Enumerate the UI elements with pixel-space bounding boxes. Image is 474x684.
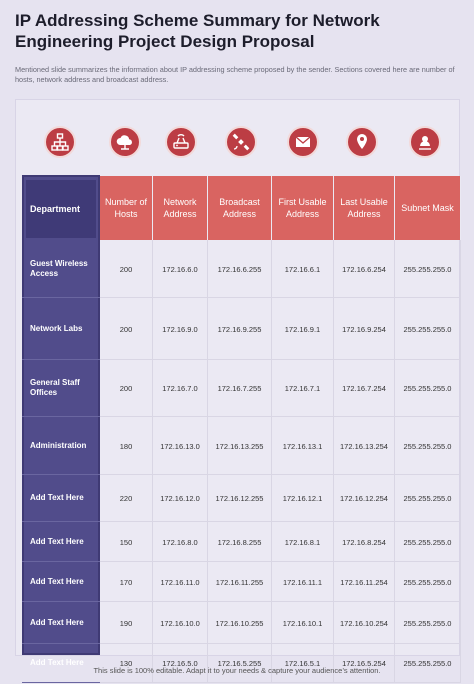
cell-network-address: 172.16.10.0: [153, 602, 208, 644]
table-row: [100, 644, 461, 683]
cell-number-of-hosts: 150: [100, 522, 153, 562]
cell-first-usable-address: 172.16.9.1: [272, 298, 334, 360]
cell-subnet-mask: 255.255.255.0: [395, 602, 461, 644]
header-number-of-hosts: Number of Hosts: [100, 176, 153, 240]
department-column: [22, 175, 100, 655]
cell-subnet-mask: 255.255.255.0: [395, 240, 461, 298]
cell-department: Guest Wireless Access: [22, 240, 100, 298]
cell-department: Administration: [22, 417, 100, 475]
cell-department: General Staff Offices: [22, 360, 100, 417]
header-network-address: Network Address: [153, 176, 208, 240]
cell-first-usable-address: 172.16.7.1: [272, 360, 334, 417]
cell-network-address: 172.16.11.0: [153, 562, 208, 602]
cell-number-of-hosts: 190: [100, 602, 153, 644]
cell-network-address: 172.16.7.0: [153, 360, 208, 417]
cell-broadcast-address: 172.16.11.255: [208, 562, 272, 602]
cell-subnet-mask: 255.255.255.0: [395, 475, 461, 522]
cell-subnet-mask: 255.255.255.0: [395, 298, 461, 360]
cell-network-address: 172.16.13.0: [153, 417, 208, 475]
header-last-usable-address: Last Usable Address: [334, 176, 395, 240]
footer-note: This slide is 100% editable. Adapt it to…: [93, 666, 381, 675]
cell-department: Add Text Here: [22, 522, 100, 562]
table-row: [100, 475, 461, 522]
header-department: Department: [26, 180, 96, 238]
user-location-icon: [409, 126, 441, 158]
table-row: [100, 240, 461, 298]
cell-number-of-hosts: 130: [100, 644, 153, 683]
cell-last-usable-address: 172.16.6.254: [334, 240, 395, 298]
cell-department: Add Text Here: [22, 475, 100, 522]
cell-last-usable-address: 172.16.5.254: [334, 644, 395, 683]
cell-department: Add Text Here: [22, 644, 100, 683]
satellite-icon: [225, 126, 257, 158]
table-row: [100, 360, 461, 417]
cell-last-usable-address: 172.16.13.254: [334, 417, 395, 475]
cell-department: Network Labs: [22, 298, 100, 360]
cell-broadcast-address: 172.16.10.255: [208, 602, 272, 644]
table-row: [100, 417, 461, 475]
cell-department: Add Text Here: [22, 562, 100, 602]
cell-last-usable-address: 172.16.8.254: [334, 522, 395, 562]
cell-broadcast-address: 172.16.13.255: [208, 417, 272, 475]
header-broadcast-address: Broadcast Address: [208, 176, 272, 240]
cell-broadcast-address: 172.16.9.255: [208, 298, 272, 360]
cell-subnet-mask: 255.255.255.0: [395, 360, 461, 417]
ip-table: Department Number of Hosts Network Addres…: [22, 175, 461, 683]
cell-last-usable-address: 172.16.12.254: [334, 475, 395, 522]
cell-subnet-mask: 255.255.255.0: [395, 562, 461, 602]
header-first-usable-address: First Usable Address: [272, 176, 334, 240]
cell-first-usable-address: 172.16.11.1: [272, 562, 334, 602]
cell-last-usable-address: 172.16.7.254: [334, 360, 395, 417]
header-subnet-mask: Subnet Mask: [395, 176, 461, 240]
cell-network-address: 172.16.8.0: [153, 522, 208, 562]
cell-broadcast-address: 172.16.6.255: [208, 240, 272, 298]
cell-first-usable-address: 172.16.10.1: [272, 602, 334, 644]
router-icon: [165, 126, 197, 158]
cell-network-address: 172.16.12.0: [153, 475, 208, 522]
cell-last-usable-address: 172.16.10.254: [334, 602, 395, 644]
cell-last-usable-address: 172.16.11.254: [334, 562, 395, 602]
cell-subnet-mask: 255.255.255.0: [395, 644, 461, 683]
cell-number-of-hosts: 180: [100, 417, 153, 475]
cell-subnet-mask: 255.255.255.0: [395, 417, 461, 475]
icon-row: [15, 118, 460, 168]
cell-first-usable-address: 172.16.8.1: [272, 522, 334, 562]
cell-first-usable-address: 172.16.6.1: [272, 240, 334, 298]
cell-number-of-hosts: 170: [100, 562, 153, 602]
location-pin-icon: [346, 126, 378, 158]
cloud-network-icon: [109, 126, 141, 158]
page-title: IP Addressing Scheme Summary for Network…: [15, 11, 380, 51]
network-hierarchy-icon: [44, 126, 76, 158]
cell-first-usable-address: 172.16.12.1: [272, 475, 334, 522]
cell-broadcast-address: 172.16.8.255: [208, 522, 272, 562]
table-row: [100, 602, 461, 644]
cell-department: Add Text Here: [22, 602, 100, 644]
table-row: [100, 522, 461, 562]
cell-network-address: 172.16.9.0: [153, 298, 208, 360]
cell-number-of-hosts: 200: [100, 240, 153, 298]
email-icon: [287, 126, 319, 158]
cell-first-usable-address: 172.16.13.1: [272, 417, 334, 475]
page-subtitle: Mentioned slide summarizes the informati…: [15, 65, 455, 84]
cell-number-of-hosts: 220: [100, 475, 153, 522]
cell-last-usable-address: 172.16.9.254: [334, 298, 395, 360]
cell-broadcast-address: 172.16.5.255: [208, 644, 272, 683]
table-row: [100, 298, 461, 360]
cell-network-address: 172.16.5.0: [153, 644, 208, 683]
cell-number-of-hosts: 200: [100, 360, 153, 417]
cell-network-address: 172.16.6.0: [153, 240, 208, 298]
cell-broadcast-address: 172.16.12.255: [208, 475, 272, 522]
table-row: [100, 562, 461, 602]
cell-subnet-mask: 255.255.255.0: [395, 522, 461, 562]
cell-first-usable-address: 172.16.5.1: [272, 644, 334, 683]
cell-number-of-hosts: 200: [100, 298, 153, 360]
cell-broadcast-address: 172.16.7.255: [208, 360, 272, 417]
